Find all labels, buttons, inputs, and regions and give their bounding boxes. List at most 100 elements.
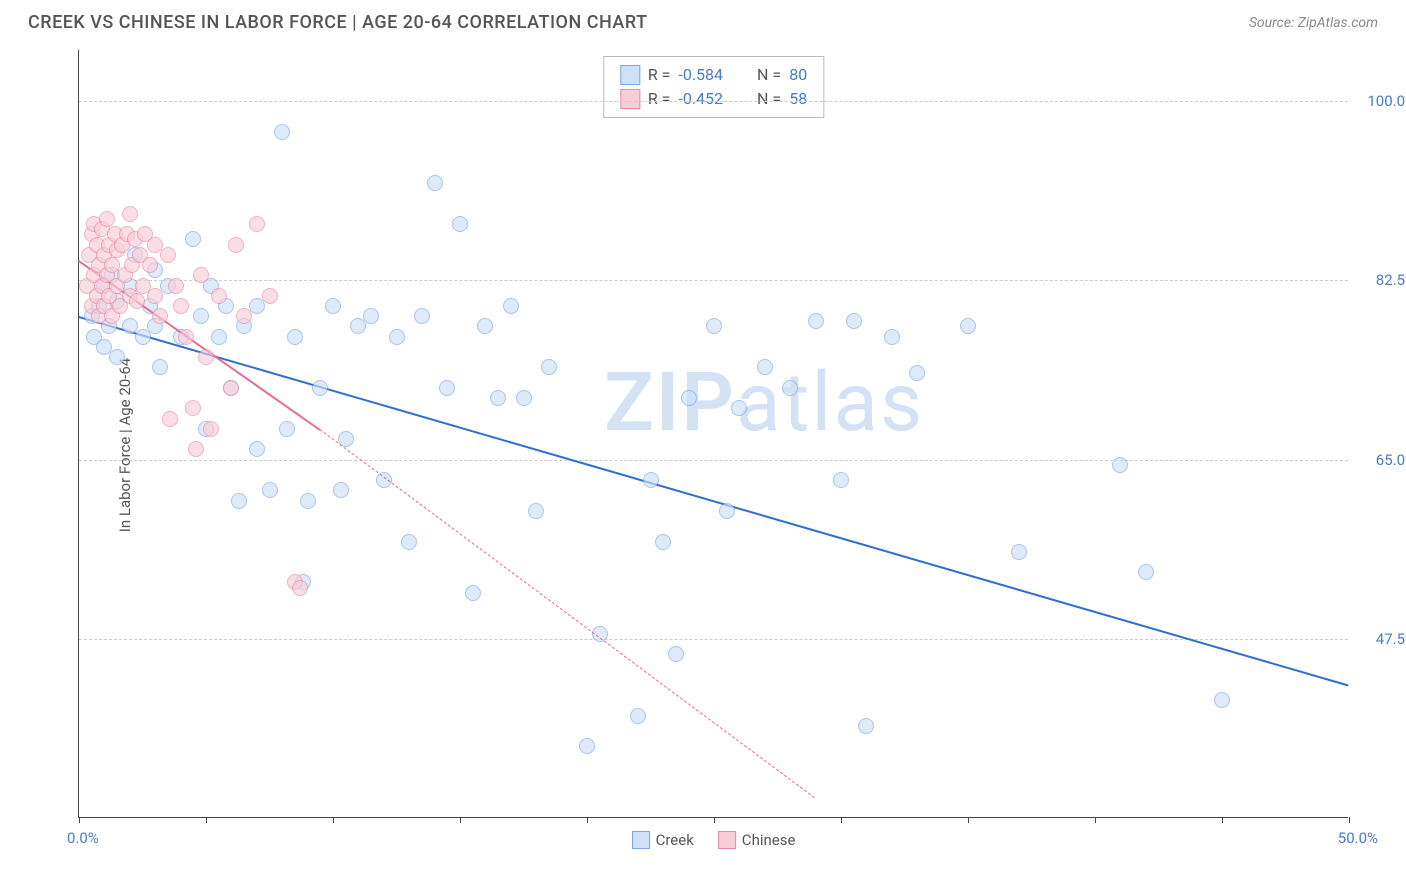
data-point [858,718,874,734]
n-label: N = [757,87,781,111]
data-point [173,298,189,314]
data-point [528,503,544,519]
data-point [477,318,493,334]
data-point [198,349,214,365]
legend-swatch [620,65,640,85]
data-point [706,318,722,334]
series-legend-item: Chinese [718,831,796,849]
data-point [231,493,247,509]
data-point [211,288,227,304]
data-point [109,349,125,365]
data-point [211,329,227,345]
y-tick-label: 65.0% [1356,451,1406,469]
x-tick [841,817,842,823]
data-point [274,124,290,140]
data-point [427,175,443,191]
chart-header: CREEK VS CHINESE IN LABOR FORCE | AGE 20… [0,0,1406,41]
r-label: R = [648,87,671,111]
x-tick [1095,817,1096,823]
legend-row: R = -0.584N = 80 [620,63,807,87]
data-point [122,206,138,222]
legend-row: R = -0.452 N = 58 [620,87,807,111]
r-value: -0.452 [678,87,723,111]
data-point [439,380,455,396]
series-legend-item: Creek [632,831,694,849]
legend-label: Chinese [742,831,796,849]
data-point [147,288,163,304]
data-point [142,257,158,273]
x-tick [79,817,80,823]
data-point [1138,564,1154,580]
gridline [79,639,1348,640]
data-point [719,503,735,519]
legend-swatch [620,89,640,109]
data-point [668,646,684,662]
data-point [236,308,252,324]
data-point [1214,692,1230,708]
data-point [287,329,303,345]
data-point [541,359,557,375]
data-point [846,313,862,329]
x-tick [714,817,715,823]
data-point [300,493,316,509]
data-point [249,441,265,457]
x-tick [1349,817,1350,823]
data-point [884,329,900,345]
data-point [452,216,468,232]
x-axis-min-label: 0.0% [67,829,99,847]
data-point [279,421,295,437]
data-point [389,329,405,345]
x-tick [1222,817,1223,823]
legend-swatch [718,831,736,849]
data-point [185,400,201,416]
data-point [223,380,239,396]
data-point [363,308,379,324]
data-point [503,298,519,314]
r-label: R = [648,63,671,87]
x-tick [206,817,207,823]
data-point [129,293,145,309]
data-point [262,288,278,304]
data-point [292,580,308,596]
data-point [152,308,168,324]
y-tick-label: 47.5% [1356,630,1406,648]
data-point [162,411,178,427]
data-point [401,534,417,550]
data-point [833,472,849,488]
data-point [516,390,532,406]
data-point [152,359,168,375]
data-point [249,216,265,232]
trend-line [320,429,816,798]
data-point [312,380,328,396]
data-point [579,738,595,754]
data-point [465,585,481,601]
data-point [325,298,341,314]
data-point [414,308,430,324]
data-point [960,318,976,334]
data-point [160,247,176,263]
data-point [731,400,747,416]
data-point [681,390,697,406]
gridline [79,460,1348,461]
data-point [630,708,646,724]
x-tick [968,817,969,823]
data-point [1112,457,1128,473]
data-point [1011,544,1027,560]
x-tick [333,817,334,823]
x-tick [460,817,461,823]
chart-title: CREEK VS CHINESE IN LABOR FORCE | AGE 20… [28,12,648,33]
data-point [262,482,278,498]
data-point [490,390,506,406]
chart-container: In Labor Force | Age 20-64 ZIPatlas R = … [48,50,1378,840]
data-point [185,231,201,247]
x-axis-max-label: 50.0% [1338,829,1378,847]
gridline [79,101,1348,102]
n-value: 80 [789,63,807,87]
data-point [643,472,659,488]
x-tick [587,817,588,823]
data-point [203,421,219,437]
data-point [193,308,209,324]
data-point [228,237,244,253]
n-value: 58 [789,87,807,111]
correlation-legend: R = -0.584N = 80R = -0.452 N = 58 [603,56,824,118]
